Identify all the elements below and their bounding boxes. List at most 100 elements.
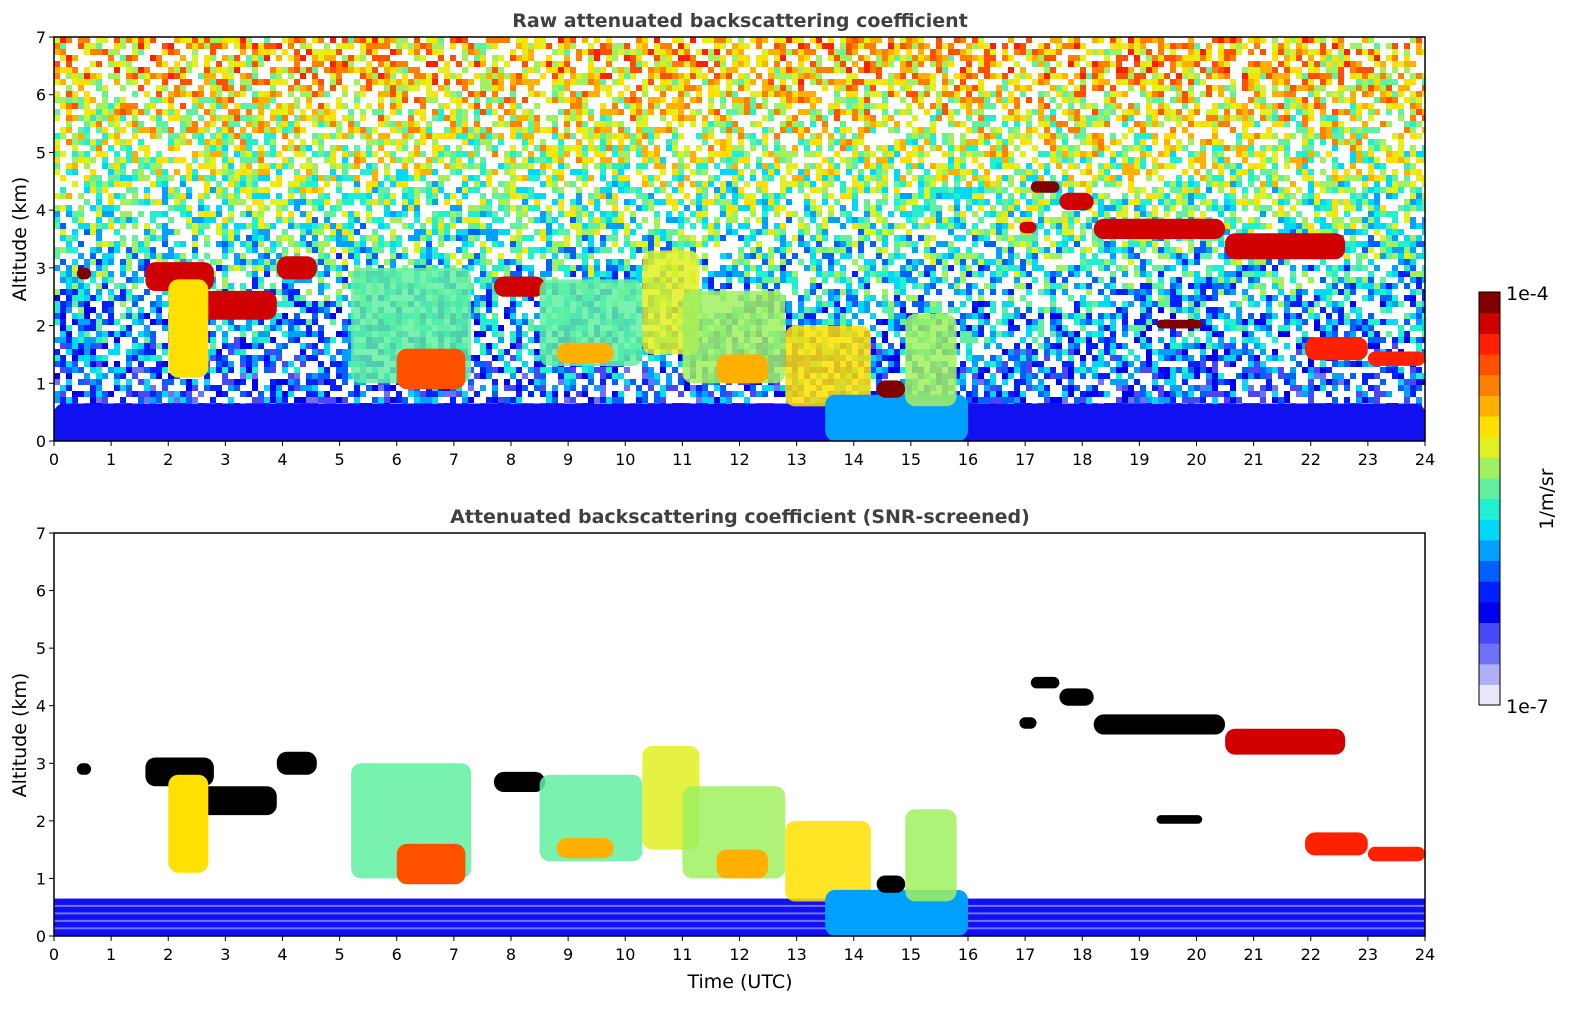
noise-cell: [174, 157, 180, 163]
noise-cell: [588, 229, 594, 235]
noise-cell: [420, 79, 426, 85]
noise-cell: [630, 187, 636, 193]
noise-cell: [552, 67, 558, 73]
noise-cell: [486, 139, 492, 145]
noise-cell: [768, 115, 774, 121]
noise-cell: [66, 115, 72, 121]
noise-cell: [102, 223, 108, 229]
noise-cell: [360, 235, 366, 241]
noise-cell: [696, 67, 702, 73]
noise-cell: [1212, 199, 1218, 205]
noise-cell: [1110, 139, 1116, 145]
noise-cell: [1416, 133, 1422, 139]
noise-cell: [462, 43, 468, 49]
noise-cell: [1320, 139, 1326, 145]
noise-cell: [606, 139, 612, 145]
noise-cell: [564, 115, 570, 121]
noise-cell: [1410, 193, 1416, 199]
noise-cell: [396, 121, 402, 127]
noise-cell: [432, 229, 438, 235]
noise-cell: [378, 121, 384, 127]
noise-cell: [72, 217, 78, 223]
noise-cell: [156, 223, 162, 229]
noise-cell: [210, 217, 216, 223]
noise-cell: [1290, 97, 1296, 103]
noise-cell: [264, 169, 270, 175]
noise-cell: [162, 73, 168, 79]
noise-cell: [234, 229, 240, 235]
noise-cell: [672, 67, 678, 73]
noise-cell: [474, 139, 480, 145]
noise-cell: [234, 151, 240, 157]
noise-cell: [252, 79, 258, 85]
noise-cell: [1248, 169, 1254, 175]
noise-cell: [1212, 109, 1218, 115]
noise-cell: [672, 133, 678, 139]
noise-cell: [258, 61, 264, 67]
noise-cell: [180, 127, 186, 133]
noise-cell: [1308, 49, 1314, 55]
noise-cell: [1188, 67, 1194, 73]
noise-cell: [180, 211, 186, 217]
noise-cell: [972, 43, 978, 49]
noise-cell: [528, 235, 534, 241]
noise-cell: [66, 85, 72, 91]
noise-cell: [810, 97, 816, 103]
noise-cell: [876, 73, 882, 79]
noise-cell: [1344, 199, 1350, 205]
noise-cell: [1248, 121, 1254, 127]
noise-cell: [150, 199, 156, 205]
noise-cell: [984, 67, 990, 73]
noise-cell: [288, 145, 294, 151]
noise-cell: [720, 121, 726, 127]
noise-cell: [558, 91, 564, 97]
noise-cell: [108, 109, 114, 115]
noise-cell: [228, 109, 234, 115]
noise-cell: [504, 157, 510, 163]
noise-cell: [786, 73, 792, 79]
noise-cell: [366, 61, 372, 67]
noise-cell: [54, 205, 60, 211]
noise-cell: [678, 55, 684, 61]
noise-cell: [252, 67, 258, 73]
noise-cell: [474, 109, 480, 115]
noise-cell: [1326, 175, 1332, 181]
noise-cell: [282, 37, 288, 43]
noise-cell: [966, 67, 972, 73]
noise-cell: [60, 205, 66, 211]
noise-cell: [768, 67, 774, 73]
noise-cell: [720, 115, 726, 121]
noise-cell: [924, 139, 930, 145]
noise-cell: [846, 127, 852, 133]
noise-cell: [1332, 169, 1338, 175]
noise-cell: [840, 61, 846, 67]
noise-cell: [1116, 211, 1122, 217]
noise-cell: [360, 73, 366, 79]
noise-cell: [966, 91, 972, 97]
noise-cell: [810, 163, 816, 169]
noise-cell: [738, 139, 744, 145]
noise-cell: [330, 133, 336, 139]
noise-cell: [1110, 205, 1116, 211]
noise-cell: [564, 133, 570, 139]
noise-cell: [636, 37, 642, 43]
noise-cell: [1074, 55, 1080, 61]
noise-cell: [564, 49, 570, 55]
noise-cell: [606, 157, 612, 163]
noise-cell: [666, 43, 672, 49]
noise-cell: [774, 169, 780, 175]
noise-cell: [912, 37, 918, 43]
noise-cell: [1044, 115, 1050, 121]
noise-cell: [738, 43, 744, 49]
noise-cell: [414, 151, 420, 157]
noise-cell: [684, 103, 690, 109]
noise-cell: [420, 235, 426, 241]
noise-cell: [1338, 133, 1344, 139]
noise-cell: [582, 73, 588, 79]
noise-cell: [78, 157, 84, 163]
noise-cell: [390, 211, 396, 217]
noise-cell: [864, 187, 870, 193]
noise-cell: [300, 67, 306, 73]
noise-cell: [306, 97, 312, 103]
noise-cell: [1026, 127, 1032, 133]
